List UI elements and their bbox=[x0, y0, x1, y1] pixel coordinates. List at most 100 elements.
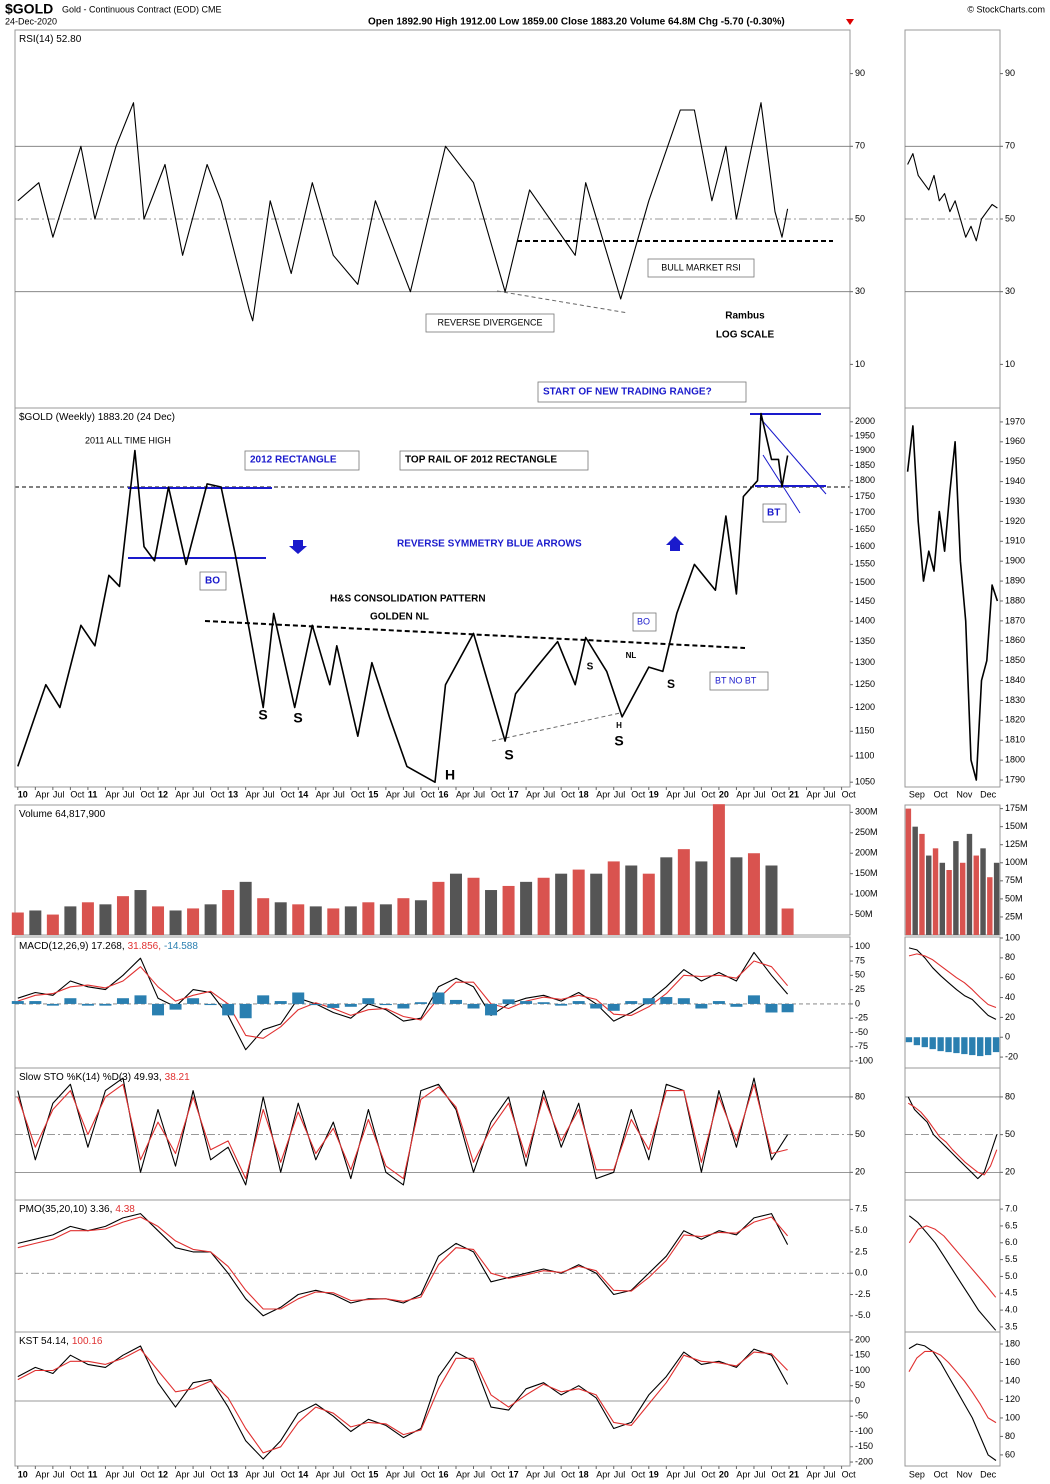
panel-frame bbox=[14, 1331, 851, 1467]
bar bbox=[116, 998, 129, 1004]
y-tick-label: 1300 bbox=[855, 657, 875, 667]
bar bbox=[607, 861, 620, 935]
panel-frame bbox=[14, 1067, 851, 1201]
bar bbox=[257, 898, 270, 935]
bar bbox=[397, 898, 410, 935]
y-tick-label: 80 bbox=[1005, 1091, 1015, 1101]
x-tick-label: Oct bbox=[631, 789, 646, 799]
annotation: START OF NEW TRADING RANGE? bbox=[543, 387, 712, 398]
x-tick-label: 11 bbox=[88, 789, 98, 799]
bar bbox=[29, 910, 42, 935]
series-line bbox=[908, 953, 997, 1009]
y-tick-label: 150 bbox=[855, 1350, 870, 1360]
bar bbox=[520, 881, 533, 935]
x-tick-label: Jul bbox=[123, 1469, 135, 1479]
bar bbox=[712, 1001, 725, 1004]
legend-entry: RSI(14) 52.80 bbox=[19, 34, 82, 45]
x-tick-label: 16 bbox=[438, 1469, 448, 1479]
bar bbox=[747, 995, 760, 1004]
bar bbox=[239, 1003, 252, 1019]
bar bbox=[939, 862, 946, 935]
y-tick-label: 1700 bbox=[855, 507, 875, 517]
x-tick-label: Jul bbox=[684, 1469, 696, 1479]
annotation: REVERSE SYMMETRY BLUE ARROWS bbox=[397, 539, 582, 550]
callout-box bbox=[537, 381, 747, 403]
y-tick-label: 1880 bbox=[1005, 595, 1025, 605]
x-tick-label: 19 bbox=[649, 1469, 659, 1479]
bar bbox=[46, 1003, 59, 1006]
annotation: S bbox=[587, 662, 594, 673]
up-blue-arrow bbox=[666, 536, 684, 551]
quote: Open 1892.90 High 1912.00 Low 1859.00 Cl… bbox=[368, 17, 785, 28]
y-tick-label: 100 bbox=[855, 1365, 870, 1375]
y-tick-label: 20 bbox=[855, 1167, 865, 1177]
annotation: S bbox=[258, 707, 267, 723]
x-tick-label: Oct bbox=[70, 789, 85, 799]
bar bbox=[984, 1037, 992, 1056]
y-tick-label: 1750 bbox=[855, 491, 875, 501]
legend: $GOLD (Weekly) 1883.20 (24 Dec) bbox=[19, 412, 175, 423]
x-tick-label: 16 bbox=[438, 789, 448, 799]
series-line bbox=[908, 1225, 997, 1298]
bar bbox=[607, 1003, 620, 1011]
y-tick-label: 1250 bbox=[855, 679, 875, 689]
y-tick-label: 50 bbox=[855, 213, 865, 223]
bar bbox=[980, 848, 986, 935]
month-label: Sep bbox=[909, 1469, 925, 1479]
bar bbox=[642, 873, 655, 935]
y-tick-label: 7.5 bbox=[855, 1204, 868, 1214]
x-tick-label: Oct bbox=[491, 1469, 506, 1479]
y-tick-label: 60 bbox=[1005, 1449, 1015, 1459]
y-tick-label: 1910 bbox=[1005, 536, 1025, 546]
x-tick-label: Oct bbox=[842, 789, 857, 799]
bar bbox=[11, 912, 24, 935]
bar bbox=[309, 1003, 322, 1006]
bar bbox=[116, 896, 129, 935]
y-tick-label: 1960 bbox=[1005, 436, 1025, 446]
y-tick-label: 7.0 bbox=[1005, 1203, 1018, 1213]
x-tick-label: Oct bbox=[421, 789, 436, 799]
divergence-line bbox=[496, 290, 629, 314]
y-tick-label: 50M bbox=[1005, 893, 1023, 903]
y-tick-label: 1870 bbox=[1005, 615, 1025, 625]
bar bbox=[712, 804, 725, 935]
month-label: Sep bbox=[909, 789, 925, 799]
x-tick-label: Oct bbox=[351, 789, 366, 799]
bar bbox=[344, 906, 357, 935]
annotation: LOG SCALE bbox=[716, 330, 775, 341]
bar bbox=[152, 1003, 165, 1016]
y-tick-label: 1650 bbox=[855, 524, 875, 534]
x-tick-label: Oct bbox=[281, 1469, 296, 1479]
y-tick-label: 50 bbox=[855, 1380, 865, 1390]
symbol: $GOLD bbox=[5, 1, 53, 17]
y-tick-label: 1850 bbox=[855, 460, 875, 470]
bar bbox=[327, 1003, 340, 1008]
bar bbox=[953, 1037, 960, 1054]
bar bbox=[467, 877, 480, 935]
bar bbox=[747, 853, 760, 935]
annotation: H&S CONSOLIDATION PATTERN bbox=[330, 594, 486, 605]
y-tick-label: 1800 bbox=[1005, 755, 1025, 765]
annotation: BO bbox=[637, 616, 650, 626]
x-tick-label: Oct bbox=[281, 789, 296, 799]
bar bbox=[959, 862, 966, 935]
callout-box bbox=[762, 503, 787, 523]
y-tick-label: 200 bbox=[855, 1334, 870, 1344]
x-tick-label: Apr bbox=[35, 789, 49, 799]
x-tick-label: 15 bbox=[368, 1469, 378, 1479]
y-tick-label: 1820 bbox=[1005, 715, 1025, 725]
bar bbox=[555, 873, 568, 935]
bar bbox=[467, 1003, 480, 1009]
annotation: BO bbox=[205, 576, 220, 587]
x-tick-label: Oct bbox=[771, 1469, 786, 1479]
x-tick-label: Jul bbox=[263, 1469, 275, 1479]
bar bbox=[169, 910, 182, 935]
y-tick-label: -25 bbox=[855, 1013, 868, 1023]
x-tick-label: 18 bbox=[579, 1469, 589, 1479]
x-tick-label: Jul bbox=[333, 1469, 345, 1479]
bar bbox=[99, 1003, 112, 1006]
y-tick-label: 1900 bbox=[1005, 556, 1025, 566]
y-tick-label: 0 bbox=[855, 998, 860, 1008]
month-label: Oct bbox=[934, 1469, 949, 1479]
y-tick-label: 1970 bbox=[1005, 416, 1025, 426]
